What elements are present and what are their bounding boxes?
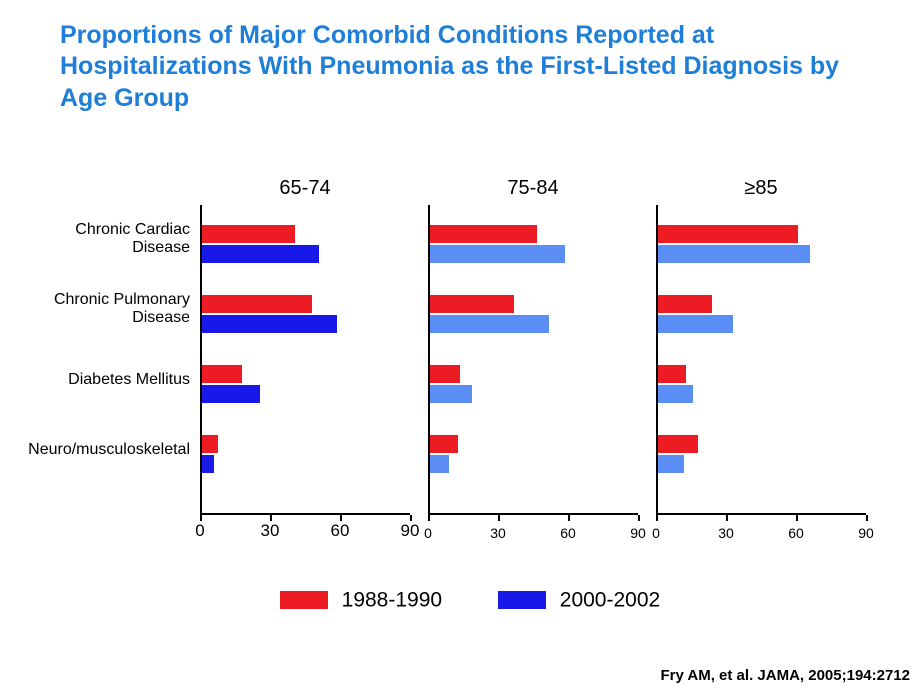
legend-label: 1988-1990 [342,588,442,611]
tick-label: 90 [858,525,874,541]
legend-swatch [280,591,328,609]
bar-series-a [430,295,514,313]
bar-series-b [430,385,472,403]
bar-series-a [430,225,537,243]
tick [638,515,640,521]
tick-label: 30 [490,525,506,541]
tick-label: 90 [401,521,420,541]
x-axis [200,513,410,515]
legend-label: 2000-2002 [560,588,660,611]
bar-series-a [430,365,460,383]
panel: ≥850306090 [656,205,866,515]
tick [656,515,658,521]
tick [498,515,500,521]
bar-series-b [202,245,319,263]
panel: 65-740306090 [200,205,410,515]
bar-series-a [202,365,242,383]
legend-swatch [498,591,546,609]
panel-label: 65-74 [200,177,410,200]
bar-series-b [658,245,810,263]
bar-series-a [658,225,798,243]
panel-label: ≥85 [656,177,866,200]
bar-series-b [430,315,549,333]
tick-label: 30 [261,521,280,541]
bar-series-b [430,245,565,263]
bar-series-b [202,315,337,333]
legend: 1988-1990 2000-2002 [0,588,920,612]
panel: 75-840306090 [428,205,638,515]
tick [866,515,868,521]
tick-label: 60 [788,525,804,541]
panel-label: 75-84 [428,177,638,200]
bar-series-b [430,455,449,473]
tick-label: 90 [630,525,646,541]
bar-series-a [430,435,458,453]
bar-series-a [658,295,712,313]
tick-label: 0 [652,525,660,541]
x-axis [656,513,866,515]
bar-series-a [658,365,686,383]
tick-label: 30 [718,525,734,541]
slide-title: Proportions of Major Comorbid Conditions… [60,20,860,114]
x-axis [428,513,638,515]
chart-area: 65-74030609075-840306090≥850306090 [40,205,900,565]
bar-series-b [658,385,693,403]
bar-series-a [202,225,295,243]
bar-series-b [202,455,214,473]
bar-series-b [658,315,733,333]
bar-series-a [202,295,312,313]
tick [428,515,430,521]
tick-label: 60 [560,525,576,541]
tick-label: 0 [424,525,432,541]
citation: Fry AM, et al. JAMA, 2005;194:2712 [660,667,910,684]
bar-series-b [658,455,684,473]
tick-label: 60 [331,521,350,541]
slide: Proportions of Major Comorbid Conditions… [0,0,920,690]
bar-series-a [202,435,218,453]
tick [796,515,798,521]
tick [568,515,570,521]
bar-series-a [658,435,698,453]
tick-label: 0 [195,521,204,541]
tick [726,515,728,521]
bar-series-b [202,385,260,403]
